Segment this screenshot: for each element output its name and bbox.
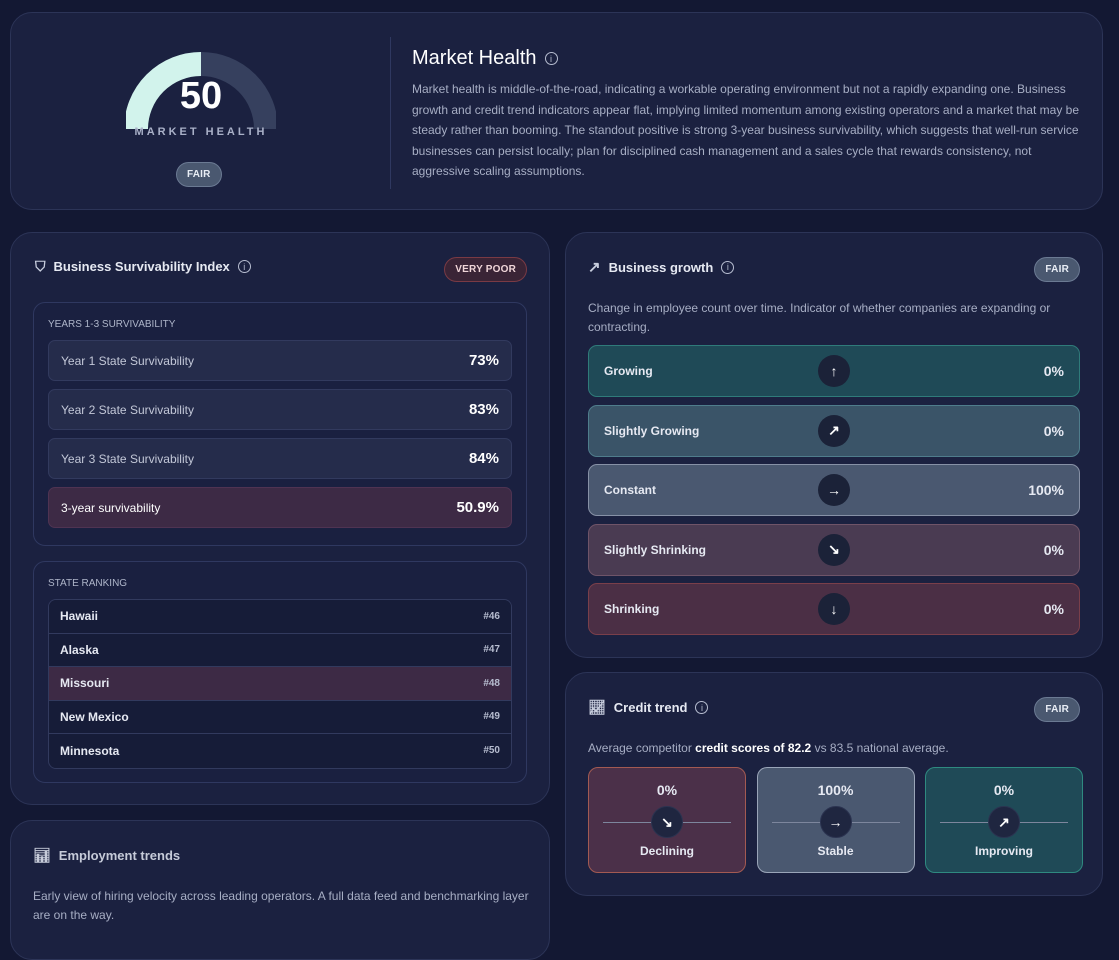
market-health-title: Market Health xyxy=(412,47,537,69)
divider xyxy=(390,37,391,189)
survivability-row: Year 1 State Survivability 73% xyxy=(48,340,512,381)
business-growth-card: ↗ Business growth i FAIR Change in emplo… xyxy=(565,232,1103,658)
market-health-rating-badge: FAIR xyxy=(176,162,222,187)
info-icon[interactable]: i xyxy=(695,701,709,714)
employment-description: Early view of hiring velocity across lea… xyxy=(33,889,529,922)
credit-box-declining: 0% ↘ Declining xyxy=(588,767,746,873)
section-label: STATE RANKING xyxy=(48,578,128,589)
shield-check-icon: ⛉ xyxy=(35,258,46,274)
credit-description: Average competitor credit scores of 82.2… xyxy=(588,741,949,755)
growth-row: Growing ↑ 0% xyxy=(588,345,1080,397)
growth-row: Slightly Shrinking ↘ 0% xyxy=(588,523,1080,576)
employment-title: Employment trends xyxy=(58,848,181,863)
arrow-right-icon: → xyxy=(818,474,850,506)
credit-trend-card: 📈︎ Credit trend i FAIR Average competito… xyxy=(565,672,1103,896)
growth-row: Constant → 100% xyxy=(588,464,1080,516)
credit-box-stable: 100% → Stable xyxy=(756,767,915,873)
survivability-years-section: YEARS 1-3 SURVIVABILITY Year 1 State Sur… xyxy=(33,302,527,546)
state-ranking-row[interactable]: Minnesota #50 xyxy=(49,734,511,768)
growth-row: Shrinking ↓ 0% xyxy=(588,583,1080,635)
growth-row: Slightly Growing ↗ 0% xyxy=(588,404,1080,457)
growth-rating-badge: FAIR xyxy=(1034,257,1080,282)
survivability-rating-badge: VERY POOR xyxy=(444,257,527,282)
chart-trend-icon: 📈︎ xyxy=(588,699,606,715)
credit-rating-badge: FAIR xyxy=(1034,697,1080,722)
state-ranking-row[interactable]: Alaska #47 xyxy=(49,633,511,667)
arrow-up-icon: ↑ xyxy=(818,355,850,387)
credit-box-improving: 0% ↗ Improving xyxy=(925,767,1083,873)
section-label: YEARS 1-3 SURVIVABILITY xyxy=(48,319,176,330)
state-ranking-list: Hawaii #46 Alaska #47 Missouri #48 New Mexico #… xyxy=(48,599,512,769)
market-health-description: Market health is middle-of-the-road, ind… xyxy=(412,82,1079,178)
arrow-up-right-icon: ↗ xyxy=(988,806,1020,838)
info-icon[interactable]: i xyxy=(721,260,735,274)
market-health-card: 50 MARKET HEALTH FAIR Market Health i Ma… xyxy=(10,12,1103,210)
growth-description: Change in employee count over time. Indi… xyxy=(588,301,1051,334)
market-health-gauge xyxy=(126,52,276,130)
arrow-down-right-icon: ↘ xyxy=(651,806,683,838)
survivability-title: Business Survivability Index xyxy=(53,259,230,274)
growth-title: Business growth xyxy=(608,259,714,275)
state-ranking-section: STATE RANKING Hawaii #46 Alaska #47 Missouri… xyxy=(33,561,527,783)
info-icon[interactable]: i xyxy=(544,52,558,65)
survivability-card: ⛉ Business Survivability Index i VERY PO… xyxy=(10,232,550,805)
state-ranking-row[interactable]: New Mexico #49 xyxy=(49,700,511,734)
survivability-row: Year 3 State Survivability 84% xyxy=(48,438,512,479)
state-ranking-row[interactable]: Hawaii #46 xyxy=(49,600,511,634)
arrow-up-right-icon: ↗ xyxy=(818,414,850,447)
state-ranking-row[interactable]: Missouri #48 xyxy=(49,667,511,701)
info-icon[interactable]: i xyxy=(237,260,251,273)
credit-title: Credit trend xyxy=(613,700,688,715)
survivability-row: Year 2 State Survivability 83% xyxy=(48,389,512,430)
arrow-right-icon: → xyxy=(819,806,852,838)
gauge-label: MARKET HEALTH xyxy=(134,126,268,138)
arrow-down-right-icon: ↘ xyxy=(818,533,850,566)
arrow-down-icon: ↓ xyxy=(818,593,850,625)
survivability-row: 3-year survivability 50.9% xyxy=(48,487,512,528)
trending-up-icon: ↗ xyxy=(588,259,601,276)
bar-chart-icon: 📊︎ xyxy=(33,847,51,863)
gauge-score: 50 xyxy=(179,75,223,117)
employment-trends-card: 📊︎ Employment trends Early view of hirin… xyxy=(10,820,550,960)
